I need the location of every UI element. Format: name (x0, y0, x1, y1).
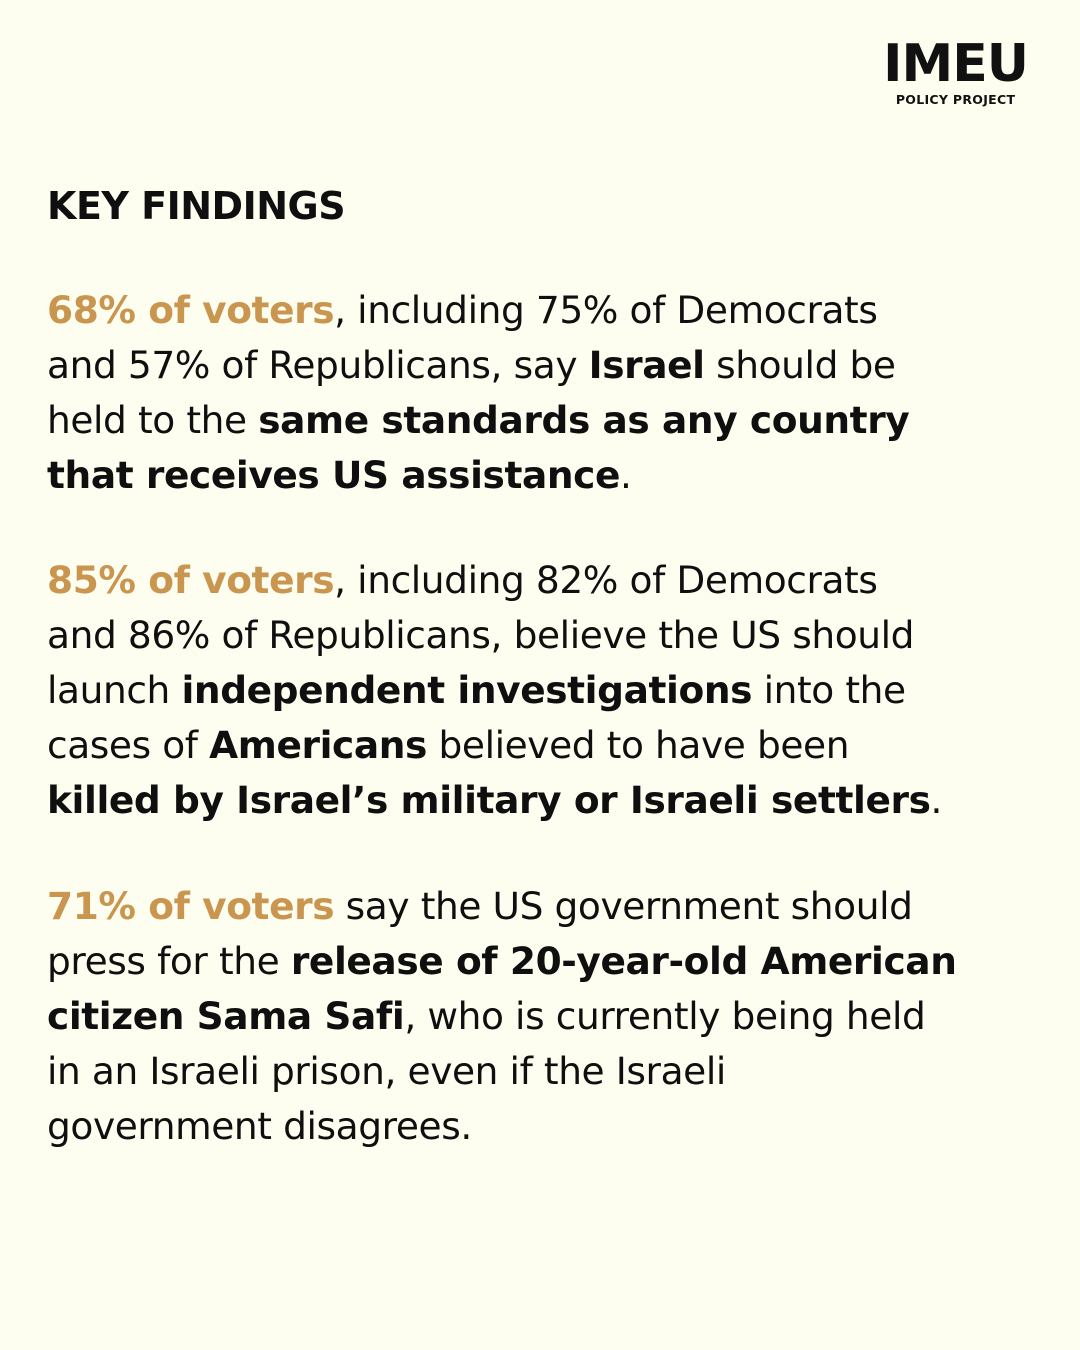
body-text: government disagrees. (47, 1104, 472, 1148)
logo-subtitle: POLICY PROJECT (895, 92, 1016, 107)
emphasis-text: Americans (209, 723, 427, 767)
body-text: and 86% of Republicans, believe the US s… (47, 613, 915, 657)
body-text: cases of (47, 723, 210, 767)
emphasis-text: independent investigations (181, 668, 753, 712)
body-text: , including 75% of Democrats (334, 288, 878, 332)
body-text: . (620, 453, 632, 497)
emphasis-text: killed by Israel’s military or Israeli s… (47, 778, 931, 822)
body-text: held to the (47, 398, 259, 442)
body-text: and 57% of Republicans, say (47, 343, 589, 387)
body-text: launch (47, 668, 182, 712)
emphasis-text: citizen Sama Safi (47, 994, 405, 1038)
body-text: into the (752, 668, 907, 712)
body-text: say the US government should (334, 884, 913, 928)
finding-paragraph: 85% of voters, including 82% of Democrat… (47, 553, 1047, 828)
stat-highlight: 85% of voters (47, 558, 335, 602)
finding-paragraph: 71% of voters say the US government shou… (47, 879, 1047, 1154)
emphasis-text: same standards as any country (258, 398, 910, 442)
finding-paragraph: 68% of voters, including 75% of Democrat… (47, 283, 1047, 503)
page-heading: KEY FINDINGS (47, 184, 346, 228)
body-text: , who is currently being held (404, 994, 926, 1038)
emphasis-text: Israel (588, 343, 705, 387)
body-text: in an Israeli prison, even if the Israel… (47, 1049, 726, 1093)
imeu-logo: IMEU POLICY PROJECT (883, 34, 1029, 108)
body-text: press for the (47, 939, 291, 983)
stat-highlight: 71% of voters (47, 884, 335, 928)
body-text: , including 82% of Democrats (334, 558, 878, 602)
body-text: should be (704, 343, 896, 387)
logo-wordmark: IMEU (883, 34, 1029, 94)
emphasis-text: release of 20-year-old American (290, 939, 957, 983)
body-text: . (930, 778, 943, 822)
stat-highlight: 68% of voters (47, 288, 335, 332)
emphasis-text: that receives US assistance (47, 453, 621, 497)
body-text: believed to have been (426, 723, 850, 767)
